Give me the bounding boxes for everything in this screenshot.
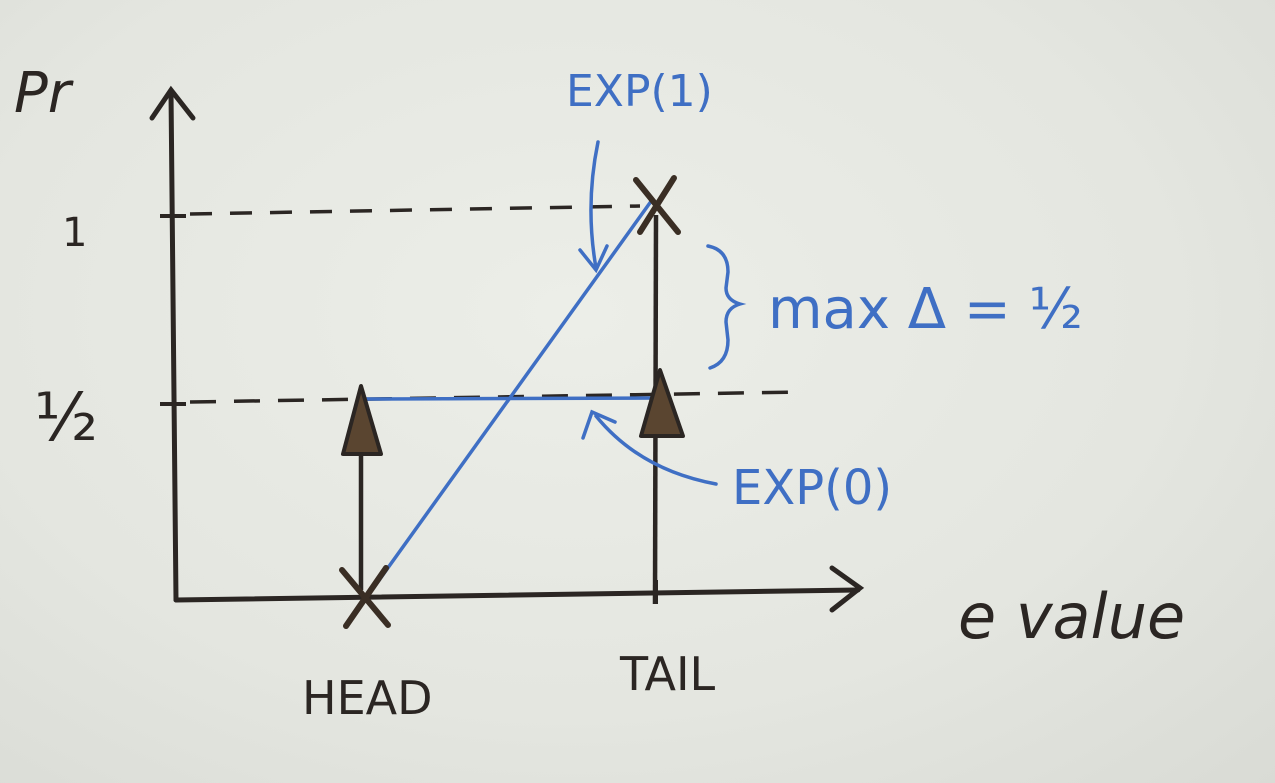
x-axis: [173, 565, 865, 613]
tail-label: TAIL: [619, 647, 716, 701]
exp0-pointer-arrow: [581, 409, 718, 486]
y-tick-half-label: ½: [34, 379, 98, 456]
tail-half-marker: [639, 368, 685, 438]
max-delta-brace: [706, 244, 747, 370]
head-label: HEAD: [302, 671, 433, 725]
tail-one-marker: [633, 175, 681, 235]
y-axis: [149, 85, 196, 603]
dashed-line-one: [189, 204, 641, 216]
y-tick-one-label: 1: [62, 210, 87, 256]
exp0-label: EXP(0): [732, 460, 892, 516]
max-delta-label: max Δ = ½: [768, 277, 1083, 342]
exp0-line: [364, 396, 659, 401]
head-half-marker: [341, 384, 383, 456]
dashed-line-half: [189, 390, 801, 404]
exp1-pointer-arrow: [578, 140, 609, 274]
exp1-line: [370, 198, 654, 592]
exp1-label: EXP(1): [566, 66, 713, 117]
y-axis-label: Pr: [14, 61, 74, 126]
x-axis-label: e value: [958, 580, 1185, 653]
head-zero-marker: [339, 565, 391, 629]
